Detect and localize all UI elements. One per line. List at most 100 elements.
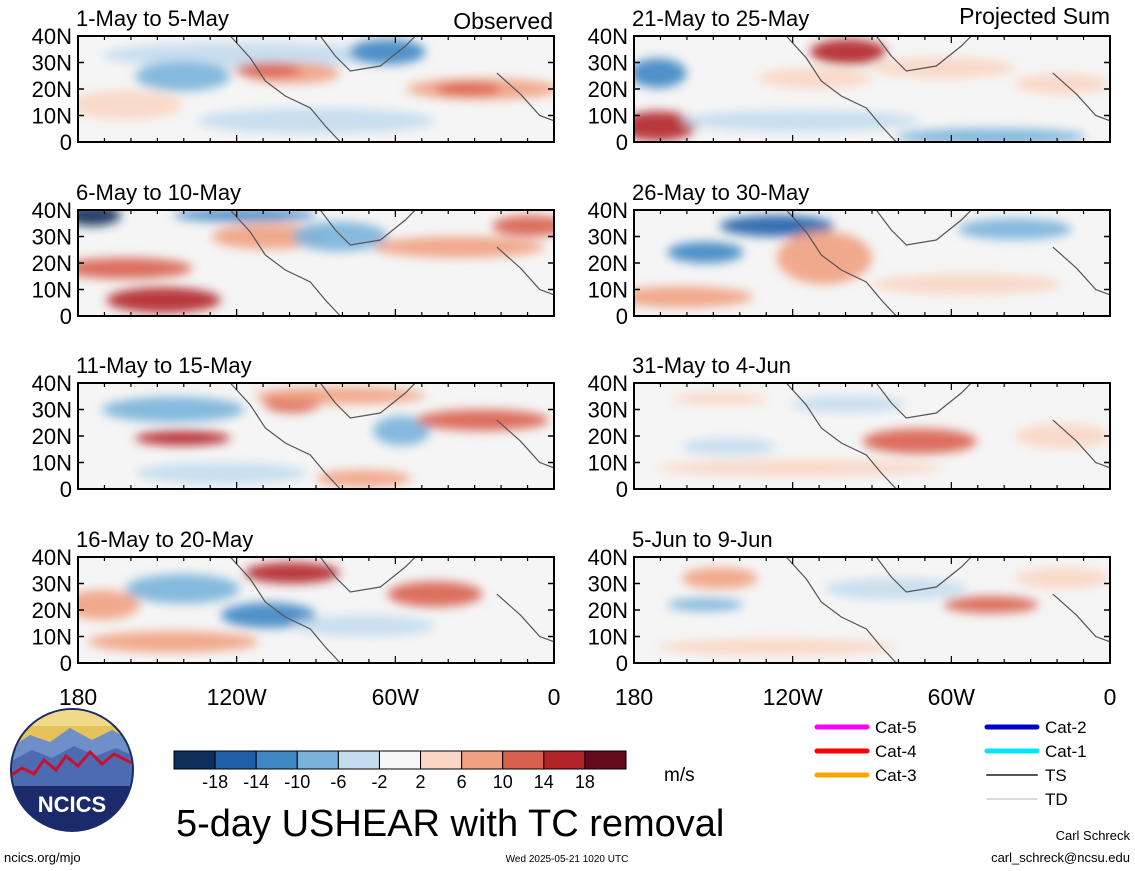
colorbar-tick: -2 [371,772,387,792]
lat-label: 10N [32,278,72,303]
author-name: Carl Schreck [1056,828,1131,843]
projected-label: Projected Sum [959,3,1110,29]
colorbar-swatch [296,750,339,770]
lon-label: 120W [763,684,823,710]
colorbar-swatch [214,750,257,770]
lat-label: 0 [60,651,72,676]
colorbar-swatch [584,750,627,770]
ncics-logo: NCICS [10,708,134,832]
lat-label: 10N [588,451,628,476]
lat-label: 0 [616,651,628,676]
panel-title: 5-Jun to 9-Jun [632,527,773,552]
colorbar-swatch [420,750,463,770]
lat-label: 20N [588,251,628,276]
colorbar-tick: -18 [202,772,228,792]
tc-legend: Cat-5 Cat-4 Cat-3 Cat-2 Cat-1 TS TD [814,718,1087,809]
lat-label: 10N [32,625,72,650]
panel-title: 31-May to 4-Jun [632,353,791,378]
author-email: carl_schreck@ncsu.edu [991,850,1130,865]
panel-title: 6-May to 10-May [76,180,241,205]
legend-label: Cat-2 [1045,718,1087,737]
panel-title: 11-May to 15-May [76,353,252,378]
lat-label: 40N [32,371,72,396]
lon-label: 180 [59,684,97,710]
legend-label: Cat-1 [1045,742,1087,761]
colorbar-tick: 14 [534,772,554,792]
lat-label: 20N [32,424,72,449]
legend-label: Cat-4 [875,742,917,761]
colorbar-swatch [378,750,422,770]
colorbar-unit: m/s [664,765,695,786]
lat-label: 0 [616,477,628,502]
lat-label: 10N [32,451,72,476]
legend-label: Cat-5 [875,718,917,737]
legend-label: Cat-3 [875,766,917,785]
lat-label: 10N [588,104,628,129]
lat-label: 30N [588,398,628,423]
legend-label: TD [1045,790,1068,809]
lat-label: 40N [588,545,628,570]
lat-label: 20N [32,598,72,623]
lat-label: 0 [60,130,72,155]
colorbar-tick: -14 [243,772,269,792]
colorbar-tick: 18 [575,772,595,792]
observed-label: Observed [453,8,553,34]
colorbar-tick: 6 [457,772,467,792]
colorbar-swatch [502,750,545,770]
colorbar: -18 -14 -10 -6 -2 2 6 10 14 18 [173,750,627,792]
lon-label: 180 [615,684,653,710]
panel-title: 26-May to 30-May [632,180,809,205]
lat-label: 10N [32,104,72,129]
colorbar-swatch [461,750,504,770]
lat-label: 10N [588,625,628,650]
colorbar-swatch [255,750,298,770]
longitude-labels: 180 120W 60W 0 180 120W 60W 0 [59,684,1117,710]
lat-label: 30N [32,225,72,250]
lat-label: 20N [32,251,72,276]
lat-label: 40N [588,198,628,223]
colorbar-tick: 10 [493,772,513,792]
lat-label: 0 [60,477,72,502]
logo-text: NCICS [38,792,106,817]
lat-label: 40N [588,371,628,396]
lon-label: 60W [372,684,420,710]
footer-url: ncics.org/mjo [4,850,81,865]
lat-label: 40N [588,24,628,49]
panel-title: 21-May to 25-May [632,6,809,31]
colorbar-swatch [173,750,216,770]
lat-label: 0 [616,130,628,155]
lat-label: 10N [588,278,628,303]
lon-label: 0 [548,684,561,710]
colorbar-swatch [337,750,380,770]
lat-label: 40N [32,24,72,49]
colorbar-swatch [543,750,586,770]
lon-label: 60W [928,684,976,710]
lon-label: 120W [207,684,267,710]
footer-timestamp: Wed 2025-05-21 1020 UTC [506,854,629,865]
panel-title: 1-May to 5-May [76,6,229,31]
lat-label: 40N [32,198,72,223]
lat-label: 0 [616,304,628,329]
lat-label: 30N [32,398,72,423]
lon-label: 0 [1104,684,1117,710]
lat-label: 20N [588,77,628,102]
main-title: 5-day USHEAR with TC removal [176,803,724,845]
legend-label: TS [1045,766,1067,785]
lat-label: 20N [32,77,72,102]
colorbar-tick: -6 [330,772,346,792]
lat-label: 30N [32,51,72,76]
lat-label: 30N [588,51,628,76]
panel-title: 16-May to 20-May [76,527,253,552]
lat-label: 40N [32,545,72,570]
lat-label: 0 [60,304,72,329]
